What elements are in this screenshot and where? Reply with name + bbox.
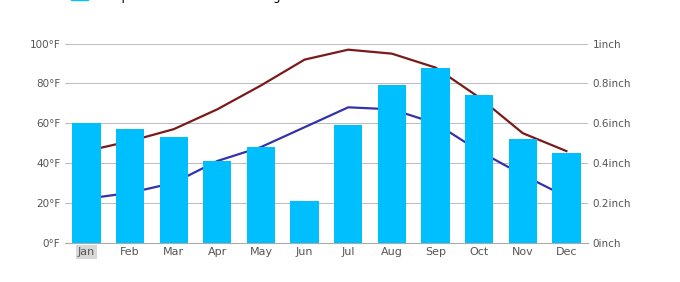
Bar [422,68,449,243]
Bar [552,153,581,243]
Bar [509,139,537,243]
Bar [377,85,406,243]
Bar [247,147,275,243]
Bar [334,125,362,243]
Legend: Precipitation, Low, High: Precipitation, Low, High [71,0,289,3]
Bar [465,95,493,243]
Bar [203,161,231,243]
Bar [72,123,101,243]
Bar [116,129,144,243]
Bar [160,137,188,243]
Bar [290,201,319,243]
